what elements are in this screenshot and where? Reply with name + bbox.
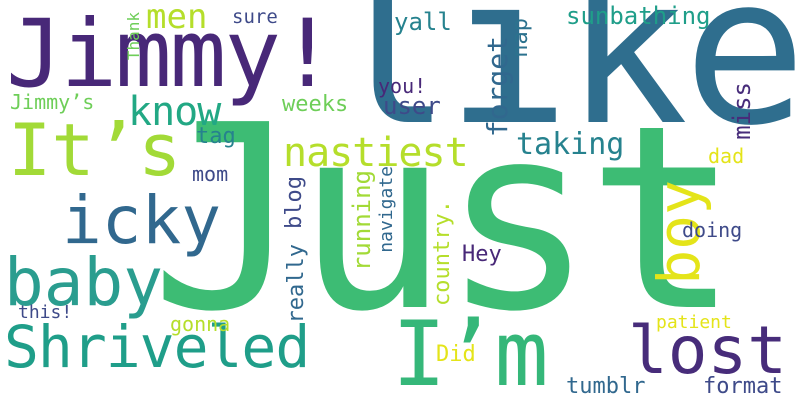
word-gonna: gonna (170, 312, 231, 336)
word-user: user (383, 92, 441, 120)
word-patient: patient (656, 312, 732, 333)
word-mom: mom (192, 162, 229, 186)
word-tag: tag (196, 124, 236, 149)
word-know: know (128, 89, 221, 135)
word-did: Did (436, 342, 476, 367)
word-taking: taking (516, 127, 625, 162)
word-like: like (328, 0, 800, 171)
word-navigate: navigate (376, 166, 397, 253)
word-miss: miss (728, 82, 756, 140)
word-doing: doing (682, 218, 743, 242)
word-country: country. (430, 200, 455, 306)
word-lost: lost (628, 312, 787, 389)
word-you: you! (378, 74, 427, 98)
word-sure: sure (232, 6, 278, 28)
word-tumblr: tumblr (566, 374, 646, 399)
word-weeks: weeks (282, 92, 349, 117)
word-its: It’s (8, 108, 182, 192)
word-blog: blog (282, 176, 307, 229)
word-dad: dad (708, 144, 745, 168)
word-thank: Thank (124, 12, 143, 61)
word-hey: Hey (462, 242, 502, 267)
word-shriveled: Shriveled (4, 313, 310, 381)
word-really: really (284, 244, 309, 324)
word-baby: baby (4, 244, 163, 321)
word-nastiest: nastiest (283, 130, 469, 176)
word-jimmy: Jimmy! (6, 0, 336, 109)
word-format: format (703, 374, 783, 399)
word-men: men (146, 0, 208, 37)
word-sunbathing: sunbathing (566, 2, 711, 30)
word-just: Just (150, 71, 740, 368)
word-nap: nap (508, 18, 533, 58)
word-running: running (348, 170, 376, 272)
word-this: this! (18, 302, 73, 323)
word-yall: yall (394, 8, 452, 36)
word-jimmys: Jimmy’s (10, 90, 95, 114)
word-im: I’m (392, 302, 549, 400)
word-icky: icky (62, 182, 221, 259)
